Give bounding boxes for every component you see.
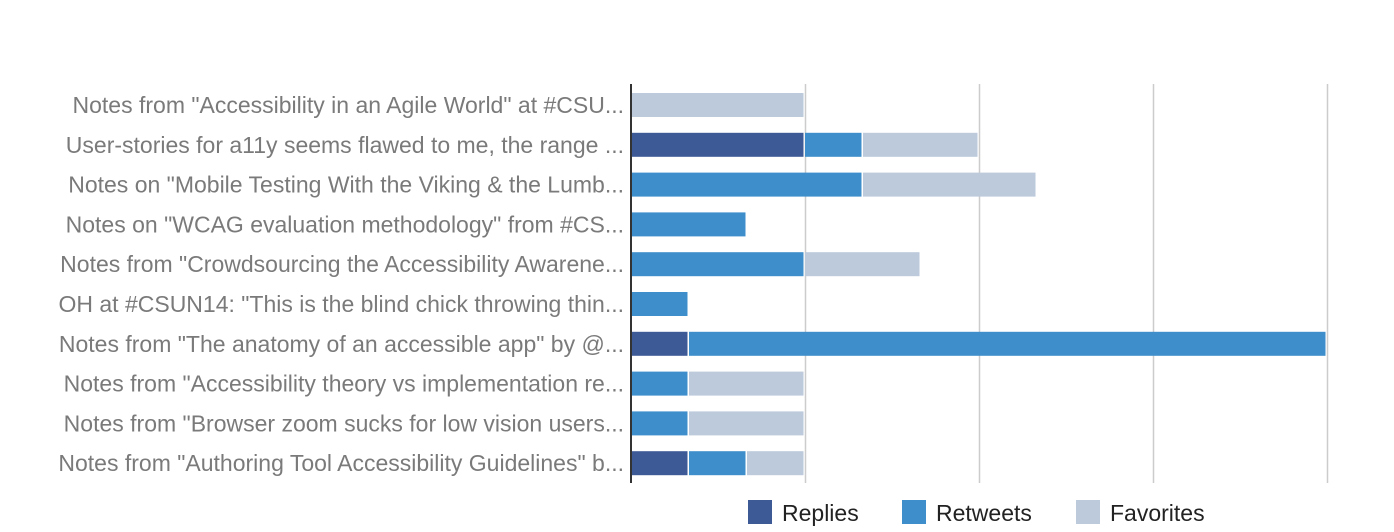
bar-segment-retweets [631,411,688,436]
bar-segment-retweets [805,132,862,157]
bar-segment-favorites [863,172,1036,197]
category-labels: Notes from "Accessibility in an Agile Wo… [58,92,624,476]
bar-segment-retweets [631,252,804,277]
category-label: Notes on "Mobile Testing With the Viking… [68,172,624,198]
legend-label-favorites: Favorites [1110,500,1205,526]
bar-segment-replies [631,331,688,356]
bar-segment-favorites [863,132,978,157]
legend-label-retweets: Retweets [936,500,1032,526]
bars [631,93,1326,476]
legend-swatch-replies [748,500,772,524]
bar-segment-favorites [631,93,804,117]
category-label: Notes on "WCAG evaluation methodology" f… [66,211,624,237]
bar-segment-retweets [689,331,1326,356]
bar-segment-retweets [631,212,746,237]
legend-label-replies: Replies [782,500,859,526]
category-label: Notes from "Accessibility in an Agile Wo… [73,92,625,118]
legend-swatch-favorites [1076,500,1100,524]
bar-segment-favorites [689,411,804,436]
bar-segment-retweets [631,371,688,396]
bar-segment-favorites [689,371,804,396]
grid-lines [804,84,1329,483]
category-label: Notes from "Accessibility theory vs impl… [64,371,624,397]
bar-segment-retweets [631,172,862,197]
bar-segment-replies [631,132,804,157]
category-label: OH at #CSUN14: "This is the blind chick … [58,291,624,317]
category-label: User-stories for a11y seems flawed to me… [66,132,624,158]
bar-segment-retweets [689,451,746,476]
bar-segment-favorites [805,252,920,277]
legend-swatch-retweets [902,500,926,524]
bar-segment-favorites [747,451,804,476]
category-label: Notes from "Browser zoom sucks for low v… [64,410,624,436]
bar-segment-replies [631,451,688,476]
category-label: Notes from "Authoring Tool Accessibility… [58,450,624,476]
category-label: Notes from "Crowdsourcing the Accessibil… [60,251,624,277]
bar-segment-retweets [631,292,688,316]
category-label: Notes from "The anatomy of an accessible… [59,331,624,357]
legend: Replies Retweets Favorites [748,500,1205,526]
